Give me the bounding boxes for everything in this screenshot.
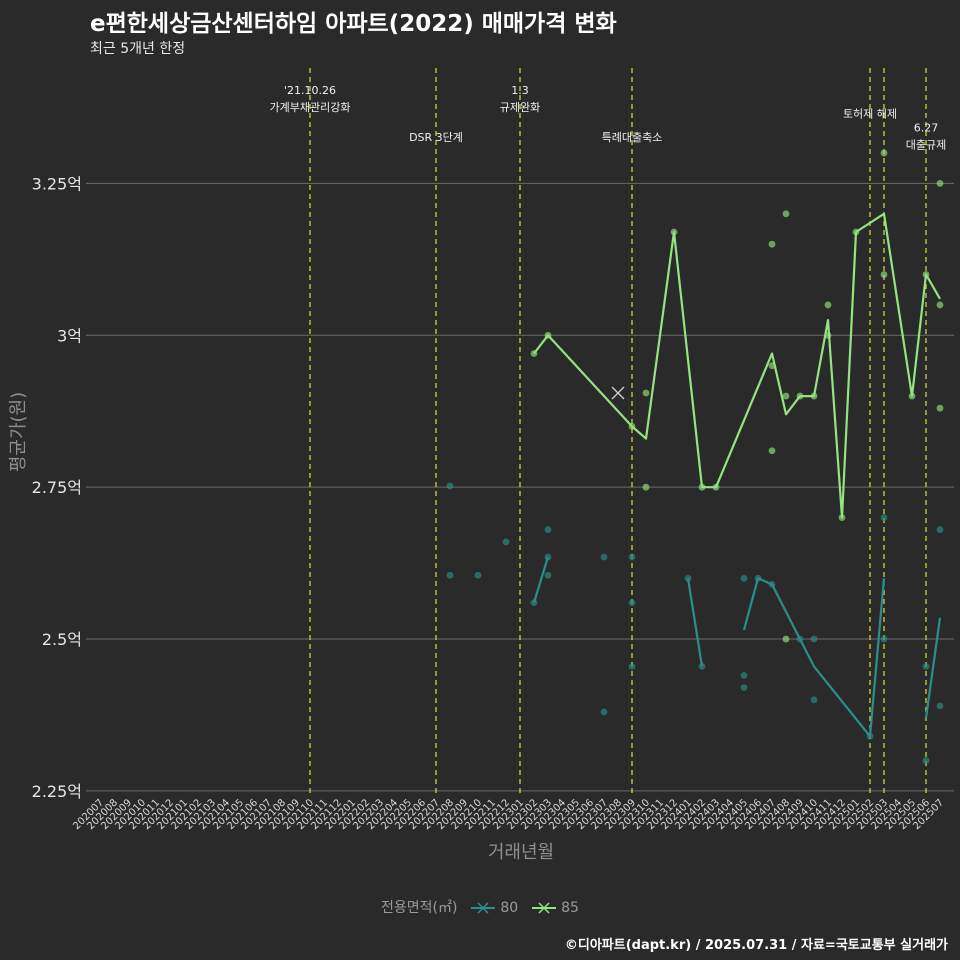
data-point-80	[544, 571, 552, 579]
event-label: 가계부채관리강화	[270, 101, 351, 114]
data-point-80	[740, 672, 748, 679]
legend-key-85	[531, 902, 556, 914]
data-point-80	[544, 526, 552, 534]
highlight-stroke	[611, 386, 625, 400]
event-label: 1.3	[511, 84, 529, 97]
event-label: DSR 3단계	[409, 131, 463, 144]
data-point-80	[922, 757, 930, 764]
legend: 전용면적(㎡) 80 85	[0, 897, 960, 917]
data-point-85	[782, 392, 790, 400]
legend-item-80: 80	[470, 900, 518, 916]
data-point-85	[880, 271, 888, 278]
data-point-80	[628, 599, 636, 606]
data-point-80	[628, 662, 636, 670]
data-point-80	[740, 574, 748, 582]
x-tick-labels: 2020072020082020092020102020112020122021…	[71, 797, 946, 832]
y-tick-label: 2.25억	[32, 782, 82, 801]
legend-key-80	[470, 902, 495, 914]
y-tick-label: 2.75억	[32, 478, 82, 497]
source-caption: ©디아파트(dapt.kr) / 2025.07.31 / 자료=국토교통부 실…	[564, 938, 948, 953]
legend-label-80: 80	[500, 900, 519, 916]
data-point-80	[684, 574, 692, 582]
series-line-85	[533, 212, 941, 519]
data-point-80	[600, 553, 608, 561]
data-point-80	[810, 696, 818, 704]
legend-title: 전용면적(㎡)	[381, 900, 458, 916]
y-tick-labels: 2.25억 2.5억 2.75억 3억 3.25억	[32, 174, 82, 801]
data-point-85	[768, 447, 776, 455]
data-point-80	[936, 526, 944, 534]
event-label: 규제완화	[500, 101, 540, 114]
data-point-85	[782, 210, 790, 218]
event-label: 6.27	[914, 122, 939, 135]
data-point-85	[936, 404, 944, 412]
highlight-marker	[611, 386, 625, 400]
legend-item-85: 85	[531, 900, 579, 916]
event-label: '21.10.26	[284, 84, 336, 97]
data-point-80	[446, 482, 454, 490]
event-label: 대출규제	[906, 139, 946, 152]
y-tick-label: 2.5억	[42, 630, 82, 649]
data-point-80	[502, 538, 510, 546]
chart-subtitle: 최근 5개년 한정	[90, 41, 186, 57]
data-point-80	[922, 662, 930, 670]
data-point-80	[628, 553, 636, 561]
data-point-80	[936, 702, 944, 710]
data-point-80	[446, 571, 454, 579]
data-point-85	[782, 635, 790, 643]
data-point-85	[824, 301, 832, 309]
series-line-80	[742, 577, 886, 738]
data-point-85	[936, 301, 944, 309]
y-axis-label: 평균가(원)	[8, 392, 29, 472]
data-point-85	[642, 483, 650, 491]
x-axis-label: 거래년월	[488, 842, 554, 863]
chart-title: e편한세상금산센터하임 아파트(2022) 매매가격 변화	[90, 11, 617, 37]
data-point-80	[880, 635, 888, 643]
event-label: 특례대출축소	[602, 131, 663, 144]
data-point-80	[740, 684, 748, 692]
data-point-80	[810, 635, 818, 643]
series-line-80	[686, 578, 704, 667]
data-point-85	[936, 180, 944, 187]
legend-label-85: 85	[561, 900, 579, 916]
data-point-80	[880, 514, 888, 521]
data-point-85	[880, 149, 888, 157]
series-layer	[446, 149, 944, 764]
y-tick-label: 3억	[57, 326, 82, 345]
series-line-80	[924, 617, 942, 719]
data-point-85	[768, 240, 776, 248]
series-line-80	[532, 556, 550, 603]
data-point-80	[474, 571, 482, 579]
event-label: 토허제 해제	[843, 107, 897, 121]
y-tick-label: 3.25억	[32, 174, 82, 193]
data-point-85	[642, 389, 650, 397]
data-point-80	[600, 708, 608, 716]
